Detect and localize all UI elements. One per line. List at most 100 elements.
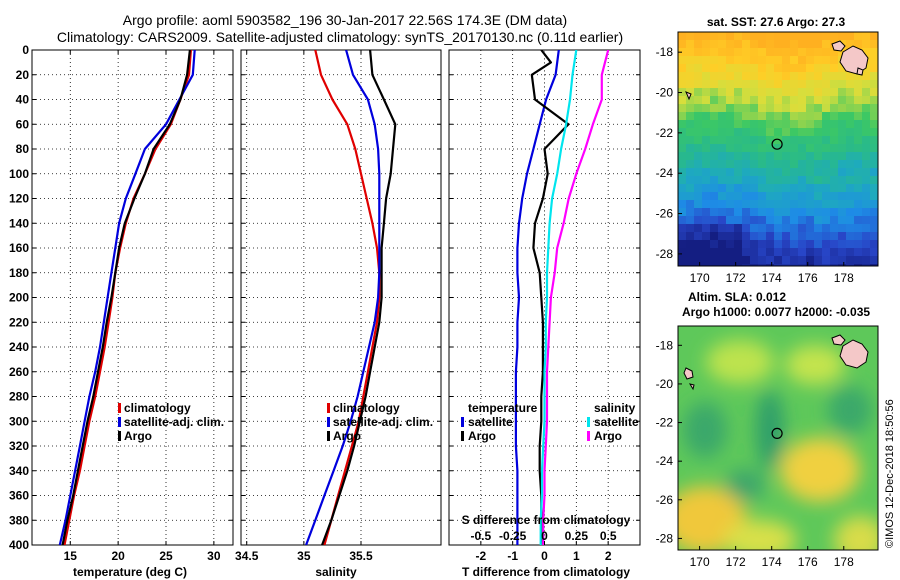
sst-cell — [822, 120, 830, 128]
sst-cell — [710, 96, 718, 104]
sst-cell — [718, 112, 726, 120]
sst-cell — [854, 80, 862, 88]
sst-cell — [750, 232, 758, 240]
sst-cell — [702, 128, 710, 136]
sst-cell — [854, 128, 862, 136]
secondary-x-tick-label: 0.25 — [565, 529, 589, 543]
sst-cell — [838, 48, 846, 56]
sst-cell — [774, 128, 782, 136]
sst-cell — [838, 112, 846, 120]
sst-cell — [702, 144, 710, 152]
sst-cell — [870, 40, 878, 48]
legend-swatch-t-argo — [461, 431, 464, 441]
sst-cell — [710, 112, 718, 120]
sst-cell — [702, 48, 710, 56]
sst-cell — [686, 128, 694, 136]
sst-cell — [718, 152, 726, 160]
sst-cell — [686, 256, 694, 264]
legend-swatch-climatology-s — [327, 403, 330, 413]
sst-cell — [750, 56, 758, 64]
sst-cell — [694, 160, 702, 168]
sst-cell — [702, 176, 710, 184]
sst-cell — [710, 200, 718, 208]
sst-cell — [830, 216, 838, 224]
sst-cell — [726, 56, 734, 64]
sla-blob-n — [706, 340, 774, 384]
sst-cell — [718, 104, 726, 112]
sst-cell — [710, 72, 718, 80]
sst-map-title: sat. SST: 27.6 Argo: 27.3 — [707, 15, 846, 29]
sst-cell — [686, 160, 694, 168]
sst-cell — [870, 128, 878, 136]
sst-map-frame — [677, 31, 879, 267]
sst-cell — [758, 104, 766, 112]
sst-cell — [806, 40, 814, 48]
sst-cell — [734, 216, 742, 224]
sst-cell — [814, 96, 822, 104]
sst-cell — [734, 224, 742, 232]
legend-t-satellite: satellite — [468, 415, 513, 429]
sst-cell — [830, 96, 838, 104]
sst-cell — [870, 248, 878, 256]
sst-cell — [758, 176, 766, 184]
sst-cell — [718, 56, 726, 64]
x-tick-label: -1 — [507, 549, 518, 563]
sst-cell — [830, 240, 838, 248]
sst-cell — [742, 32, 750, 40]
sst-cell — [854, 224, 862, 232]
sst-cell — [678, 248, 686, 256]
sst-cell — [702, 56, 710, 64]
map-x-tick-label: 176 — [798, 555, 818, 569]
sst-cell — [710, 224, 718, 232]
series-line-salinity-argo — [542, 50, 610, 545]
sst-cell — [798, 48, 806, 56]
panel-difference-ticks: -2 -1 0 1 2 -0.5 -0.25 0 0.25 0.5 — [449, 49, 640, 563]
sst-cell — [734, 248, 742, 256]
legend-satellite: satellite-adj. clim. — [124, 415, 224, 429]
sst-cell — [790, 232, 798, 240]
sst-cell — [766, 128, 774, 136]
panel-salinity: 34.5 35 35.5 salinity climatology satellit… — [235, 49, 442, 579]
sst-cell — [774, 136, 782, 144]
sst-cell — [734, 192, 742, 200]
legend-swatch-argo-s — [327, 431, 330, 441]
sst-cell — [678, 184, 686, 192]
sst-cell — [710, 184, 718, 192]
sst-cell — [750, 96, 758, 104]
sst-cell — [702, 160, 710, 168]
sst-cell — [766, 144, 774, 152]
sst-cell — [726, 104, 734, 112]
sst-cell — [854, 208, 862, 216]
sst-cell — [854, 144, 862, 152]
header-line-1: Argo profile: aoml 5903582_196 30-Jan-20… — [123, 12, 567, 28]
sst-cell — [862, 112, 870, 120]
sst-cell — [862, 96, 870, 104]
x-tick-label: 25 — [159, 549, 173, 563]
sst-cell — [694, 232, 702, 240]
sst-cell — [678, 96, 686, 104]
sst-cell — [750, 224, 758, 232]
sst-cell — [862, 168, 870, 176]
sst-cell — [870, 56, 878, 64]
sst-cell — [694, 112, 702, 120]
sst-cell — [686, 232, 694, 240]
sst-cell — [870, 120, 878, 128]
sst-cell — [790, 264, 798, 266]
sst-cell — [838, 80, 846, 88]
sst-cell — [742, 160, 750, 168]
sst-cell — [766, 192, 774, 200]
sst-cell — [854, 136, 862, 144]
sst-cell — [830, 232, 838, 240]
map-x-tick-label: 178 — [834, 555, 854, 569]
sla-map-field — [678, 326, 878, 550]
sst-cell — [798, 72, 806, 80]
sla-map: 170 172 174 176 178 -18 -20 -22 -24 -26 -28 — [656, 325, 879, 569]
sst-cell — [806, 88, 814, 96]
sst-cell — [838, 160, 846, 168]
sst-cell — [750, 128, 758, 136]
sla-blob-w — [683, 402, 727, 458]
sla-blob-cs — [725, 469, 765, 501]
sst-cell — [758, 192, 766, 200]
sst-cell — [726, 112, 734, 120]
sla-blob-ne — [785, 345, 845, 385]
